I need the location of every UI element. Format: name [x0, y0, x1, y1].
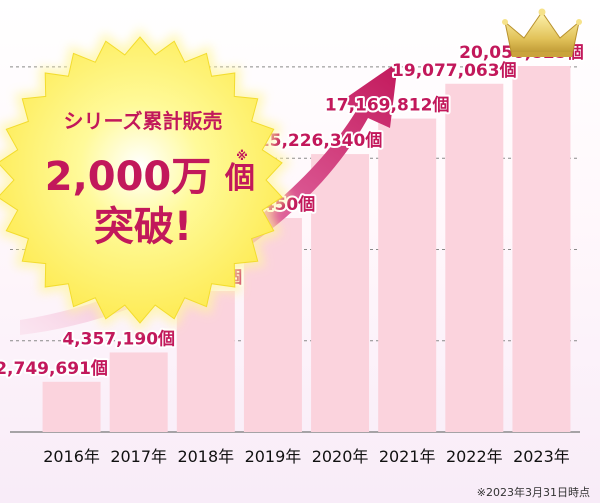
bar-2022年 [445, 83, 504, 433]
x-tick-label: 2017年 [110, 447, 167, 466]
badge-mark: ※ [236, 149, 248, 163]
bar-2018年 [176, 290, 235, 432]
bar-2021年 [378, 118, 437, 432]
x-tick-label: 2018年 [177, 447, 234, 466]
bar-2020年 [311, 154, 370, 433]
x-tick-label: 2019年 [245, 447, 302, 466]
value-label: 19,077,063個 [392, 60, 517, 81]
x-tick-label: 2023年 [513, 447, 570, 466]
bar-2016年 [42, 381, 101, 432]
badge-title: シリーズ累計販売 [64, 109, 223, 133]
footnote: ※2023年3月31日時点 [477, 485, 590, 499]
x-axis-labels: 2016年 2017年 2018年 2019年 2020年 2021年 2022年 2023年 [43, 447, 570, 466]
x-tick-label: 2020年 [312, 447, 369, 466]
bar-2023年 [512, 66, 571, 432]
badge-big-number: 2,000万 [45, 154, 212, 200]
x-tick-label: 2021年 [379, 447, 436, 466]
bar-2017年 [109, 352, 168, 432]
starburst-badge: シリーズ累計販売 2,000万 ※ 個 突破! [0, 28, 291, 332]
bars [42, 66, 571, 433]
x-tick-label: 2016年 [43, 447, 100, 466]
value-label: 2,749,691個 [0, 358, 108, 379]
value-label: 15,226,340個 [258, 130, 383, 151]
x-tick-label: 2022年 [446, 447, 503, 466]
value-label: 4,357,190個 [62, 328, 175, 349]
badge-sub: 突破! [94, 204, 192, 250]
value-label: 17,169,812個 [325, 95, 450, 116]
badge-unit: 個 [224, 161, 255, 196]
crown-icon [502, 8, 582, 57]
growth-arrow-icon [20, 62, 398, 335]
